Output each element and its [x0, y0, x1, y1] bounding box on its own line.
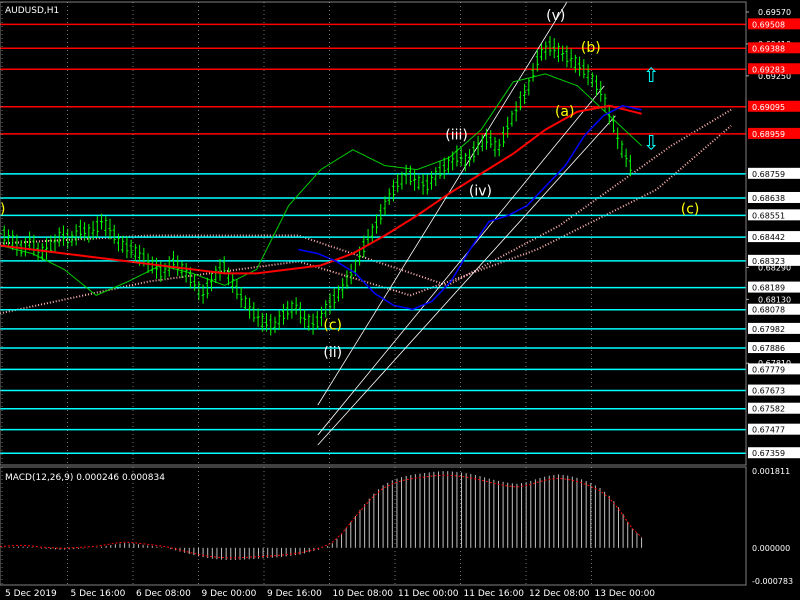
time-tick-label: 10 Dec 08:00 — [333, 589, 394, 599]
elliott-wave-label: (v) — [546, 8, 565, 24]
support-level-tag — [748, 303, 800, 315]
macd-tick-label: 0.000000 — [752, 544, 790, 553]
moving-average-red — [0, 104, 642, 275]
time-tick-label: 12 Dec 08:00 — [529, 589, 590, 599]
time-tick-label: 5 Dec 16:00 — [71, 589, 126, 599]
resistance-level-label: 0.69095 — [752, 103, 785, 112]
macd-pane-frame — [0, 466, 747, 586]
support-level-tag — [748, 363, 800, 375]
support-level-label: 0.67359 — [752, 449, 785, 458]
support-level-tag — [748, 423, 800, 435]
price-tick-label: 0.68130 — [758, 295, 791, 304]
support-level-tag — [748, 254, 800, 266]
resistance-level-tag — [748, 42, 800, 54]
support-level-tag — [748, 322, 800, 334]
channel-line[interactable] — [317, 115, 616, 446]
support-level-label: 0.68551 — [752, 211, 785, 220]
support-level-label: 0.68759 — [752, 170, 785, 179]
support-level-label: 0.67779 — [752, 365, 785, 374]
elliott-wave-label: (a) — [555, 104, 575, 120]
resistance-level-tag — [748, 100, 800, 112]
time-tick-label: 13 Dec 00:00 — [595, 589, 656, 599]
elliott-wave-label: (c) — [323, 317, 342, 333]
resistance-level-label: 0.68959 — [752, 130, 785, 139]
elliott-wave-label: (iii) — [445, 128, 468, 144]
support-level-label: 0.68638 — [752, 194, 785, 203]
support-level-label: 0.67582 — [752, 405, 785, 414]
support-level-tag — [748, 342, 800, 354]
support-level-tag — [748, 191, 800, 203]
down-arrow-icon: ⇩ — [643, 131, 660, 155]
resistance-level-tag — [748, 18, 800, 30]
up-arrow-icon: ⇧ — [643, 63, 660, 87]
elliott-wave-label: (iv) — [469, 184, 492, 200]
support-level-tag — [748, 167, 800, 179]
resistance-level-tag — [748, 127, 800, 139]
ichimoku-cloud — [0, 108, 732, 315]
resistance-level-label: 0.69508 — [752, 20, 785, 29]
macd-pane[interactable] — [0, 471, 643, 561]
elliott-wave-label: (b) — [581, 40, 601, 56]
time-tick-label: 9 Dec 00:00 — [202, 589, 257, 599]
support-level-label: 0.68078 — [752, 306, 785, 315]
moving-average-blue — [298, 104, 642, 311]
support-level-tag — [748, 281, 800, 293]
price-tick-label: 0.69250 — [758, 72, 791, 81]
price-tick-label: 0.69570 — [758, 8, 791, 17]
price-pane-frame — [0, 1, 747, 466]
channel-line[interactable] — [317, 85, 605, 436]
time-tick-label: 5 Dec 2019 — [5, 589, 57, 599]
resistance-level-label: 0.69283 — [752, 65, 785, 74]
price-pane[interactable]: (v) (b) (a) (iii) (iv) (c) (c) (ii)) ⇧ ⇩ — [0, 1, 746, 454]
macd-signal-line — [0, 474, 642, 559]
price-tick-label: 0.68290 — [758, 263, 791, 272]
support-level-label: 0.67477 — [752, 426, 785, 435]
support-level-label: 0.68442 — [752, 233, 785, 242]
support-level-label: 0.67886 — [752, 344, 785, 353]
support-level-tag — [748, 231, 800, 243]
resistance-level-label: 0.69388 — [752, 44, 785, 53]
macd-tick-label: -0.000783 — [752, 577, 793, 586]
elliott-wave-label: (c) — [681, 202, 700, 218]
channel-line[interactable] — [317, 1, 568, 406]
time-tick-label: 11 Dec 00:00 — [398, 589, 459, 599]
elliott-wave-label: (ii) — [323, 345, 342, 361]
support-level-label: 0.68189 — [752, 284, 785, 293]
support-level-tag — [748, 402, 800, 414]
time-tick-label: 11 Dec 16:00 — [464, 589, 525, 599]
resistance-level-tag — [748, 63, 800, 75]
time-tick-label: 9 Dec 16:00 — [267, 589, 322, 599]
support-level-label: 0.67982 — [752, 325, 785, 334]
symbol-label: AUDUSD,H1 — [5, 6, 59, 16]
macd-tick-label: 0.001811 — [752, 467, 790, 476]
macd-label: MACD(12,26,9) 0.000246 0.000834 — [5, 473, 165, 483]
lagging-span-line — [0, 73, 642, 296]
support-level-tag — [748, 209, 800, 221]
time-tick-label: 6 Dec 08:00 — [136, 589, 191, 599]
support-level-label: 0.68323 — [752, 257, 785, 266]
support-level-tag — [748, 447, 800, 459]
elliott-wave-label-edge: ) — [0, 202, 5, 218]
support-level-label: 0.67673 — [752, 387, 785, 396]
support-level-tag — [748, 384, 800, 396]
